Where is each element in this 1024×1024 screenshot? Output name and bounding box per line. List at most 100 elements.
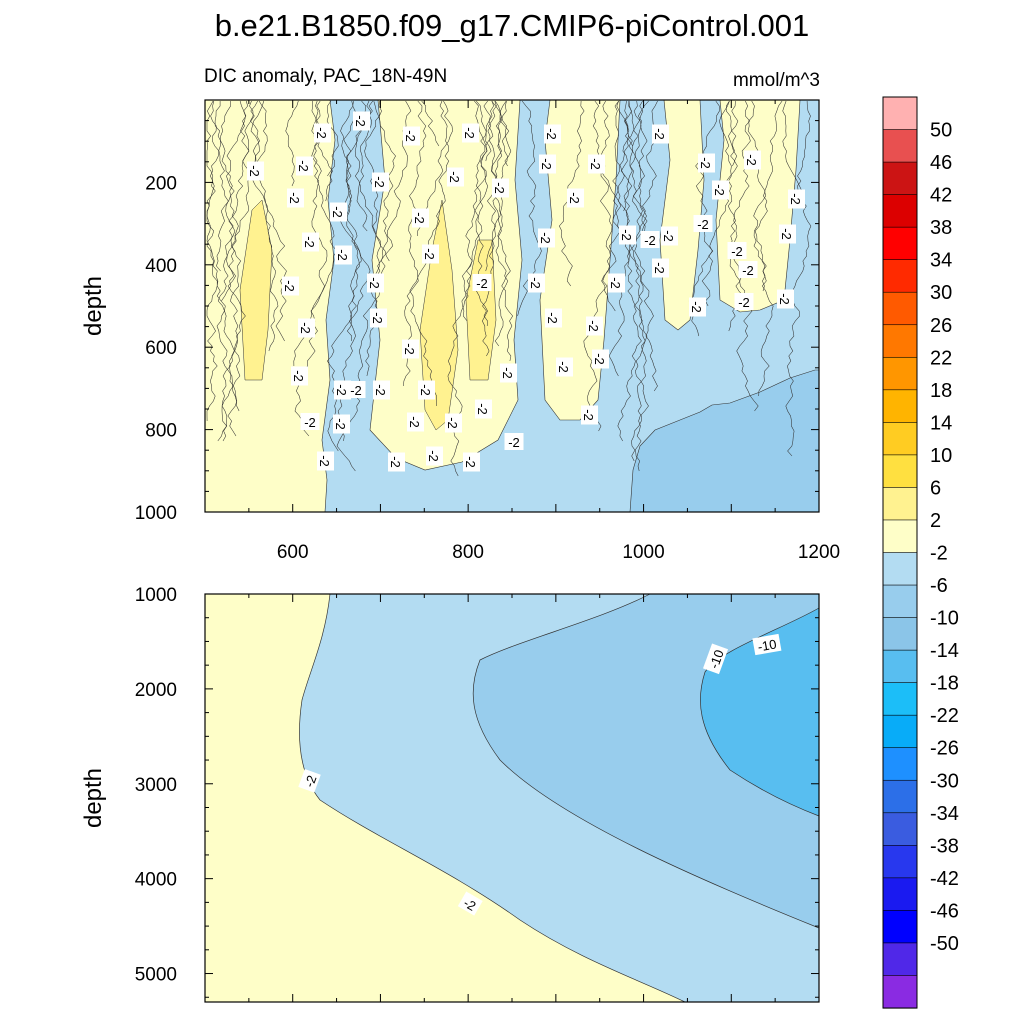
contour-label: -2	[403, 126, 420, 146]
jagged-contour-line	[634, 100, 658, 392]
svg-text:-2: -2	[412, 212, 427, 224]
svg-text:-2: -2	[418, 384, 433, 396]
colorbar-swatch	[882, 649, 918, 684]
colorbar-swatch	[882, 487, 918, 521]
svg-text:-2: -2	[350, 383, 362, 398]
colorbar-label: -26	[930, 738, 959, 760]
svg-text:-2: -2	[462, 127, 477, 139]
svg-text:-2: -2	[333, 418, 348, 430]
jagged-contour-line	[326, 100, 339, 177]
lower-panel: 1000 2000 3000 4000 5000 -10 -10 -2 -2 depth	[80, 585, 820, 1003]
contour-label: -2	[698, 153, 715, 173]
colorbar-swatch	[882, 682, 918, 716]
svg-text:-2: -2	[304, 415, 316, 430]
jagged-contour-line	[726, 100, 737, 167]
jagged-contour-line	[257, 100, 287, 342]
colorbar-swatch	[882, 747, 918, 781]
contour-label: -2	[300, 413, 320, 430]
contour-label: -2	[538, 228, 555, 248]
colorbar-label: 38	[930, 217, 952, 239]
colorbar-swatch	[882, 356, 918, 391]
colorbar-label: -38	[930, 835, 959, 857]
colorbar-label: -42	[930, 868, 959, 890]
contour-label: -2	[247, 161, 264, 181]
jagged-contour-line	[494, 100, 512, 167]
colorbar-swatch	[882, 422, 918, 456]
contour-label: -2	[370, 308, 387, 328]
colorbar-swatch	[882, 194, 918, 228]
svg-text:-2: -2	[500, 367, 515, 379]
contour-label: -2	[367, 273, 384, 293]
contour-label: -2	[445, 413, 462, 433]
jagged-contour-line	[461, 100, 497, 322]
svg-text:-2: -2	[731, 244, 743, 259]
svg-text:-2: -2	[476, 276, 488, 291]
colorbar-label: -2	[930, 543, 948, 565]
colorbar-label: -14	[930, 640, 959, 662]
x-tick-label: 800	[452, 542, 484, 563]
upper-axis-ticks: 600 800 1000 1200 200 400 600 800 1000	[135, 99, 840, 563]
colorbar-label: 34	[930, 250, 952, 272]
svg-text:-2: -2	[317, 455, 332, 467]
contour-label: -2	[528, 273, 545, 293]
contour-label: -2	[407, 412, 424, 432]
contour-label: -2	[346, 381, 366, 398]
contour-label: -2	[426, 446, 443, 466]
x-tick-label: 1000	[622, 542, 664, 563]
jagged-contour-line	[491, 100, 514, 362]
colorbar-label: 46	[930, 152, 952, 174]
jagged-contour-line	[632, 100, 646, 232]
contour-label: -2	[588, 154, 605, 174]
jagged-contour-line	[636, 100, 649, 232]
jagged-contour-line	[753, 100, 783, 397]
contour-label: -2	[727, 242, 747, 259]
svg-text:-2: -2	[697, 217, 709, 232]
svg-text:-2: -2	[445, 417, 460, 429]
svg-text:-2: -2	[282, 280, 297, 292]
svg-text:-2: -2	[370, 312, 385, 324]
colorbar-swatch	[882, 552, 918, 586]
jagged-contour-line	[782, 100, 803, 192]
colorbar-label: -18	[930, 673, 959, 695]
svg-text:-2: -2	[463, 456, 478, 468]
contour-label: -2	[539, 154, 556, 174]
jagged-contour-line	[688, 100, 739, 337]
contour-label: -2	[712, 180, 729, 200]
jagged-contour-line	[517, 100, 542, 317]
colorbar-label: 42	[930, 185, 952, 207]
colorbar-swatch	[882, 129, 918, 163]
jagged-contour-line	[483, 100, 509, 347]
lower-axis-ticks: 1000 2000 3000 4000 5000	[135, 585, 820, 1002]
svg-text:-2: -2	[652, 128, 667, 140]
jagged-contour-line	[475, 100, 492, 162]
svg-text:-2: -2	[335, 249, 350, 261]
jagged-contour-line	[311, 100, 333, 202]
colorbar-swatch	[882, 324, 918, 358]
colorbar-swatch	[882, 877, 918, 911]
svg-text:-2: -2	[367, 277, 382, 289]
contour-label: -2	[291, 366, 308, 386]
contour-label: -2	[463, 452, 480, 472]
contour-label: -2	[586, 316, 603, 336]
colorbar-label: 30	[930, 282, 952, 304]
y-tick-label: 2000	[135, 680, 177, 701]
jagged-contour-line	[421, 100, 440, 147]
jagged-contour-line	[785, 100, 812, 457]
contour-label: -2	[418, 380, 435, 400]
contour-label: -2	[619, 225, 636, 245]
contour-label: -2	[652, 124, 669, 144]
contour-label: -2	[693, 215, 713, 232]
y-tick-label: 4000	[135, 870, 177, 891]
svg-text:-2: -2	[372, 176, 387, 188]
contour-label: -2	[314, 123, 331, 143]
contour-label: -2	[287, 188, 304, 208]
contour-label: -10	[703, 643, 729, 675]
contour-label: -2	[402, 339, 419, 359]
svg-text:-2: -2	[608, 277, 623, 289]
contour-label: -2	[472, 274, 492, 291]
svg-text:-2: -2	[402, 343, 417, 355]
svg-text:-2: -2	[689, 301, 704, 313]
svg-text:-2: -2	[581, 409, 596, 421]
svg-text:-2: -2	[388, 456, 403, 468]
contour-label: -2	[592, 349, 609, 369]
